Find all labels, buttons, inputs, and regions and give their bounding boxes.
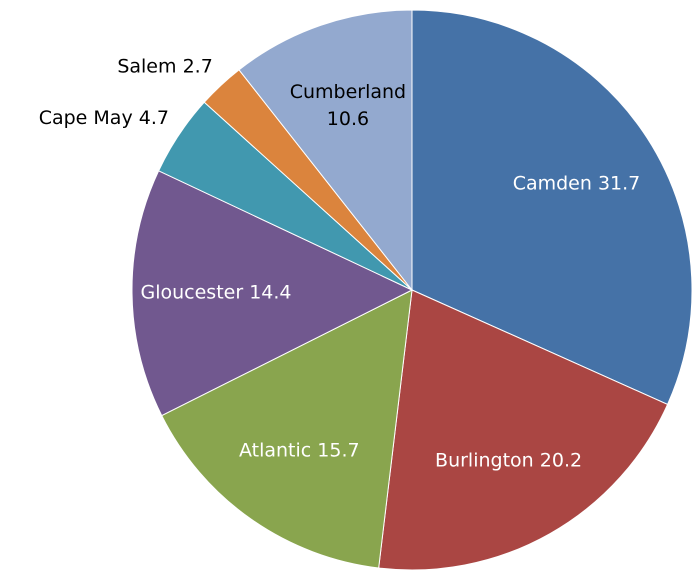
category-name: Cape May [39, 107, 133, 129]
data-label: Cape May 4.7 [39, 107, 169, 129]
data-label: Gloucester 14.4 [141, 281, 292, 303]
data-label: Salem 2.7 [117, 55, 212, 77]
value-label: 4.7 [139, 107, 169, 129]
category-name: Atlantic [239, 439, 311, 461]
pie-slice [411, 9, 693, 406]
value-label: 31.7 [598, 172, 640, 194]
value-label: 20.2 [540, 449, 582, 471]
data-label: Camden 31.7 [513, 172, 641, 194]
category-name: Burlington [435, 449, 534, 471]
value-label: 2.7 [183, 55, 213, 77]
category-name: Camden [513, 172, 592, 194]
pie-slice [131, 170, 414, 417]
pie-slice [238, 9, 413, 292]
data-label: Burlington 20.2 [435, 449, 582, 471]
category-name: Gloucester [141, 281, 244, 303]
data-label: Atlantic 15.7 [239, 439, 360, 461]
pie-slice [161, 289, 413, 569]
category-name: Salem [117, 55, 176, 77]
data-label: Cumberland 10.6 [290, 80, 406, 129]
value-label: 14.4 [249, 281, 291, 303]
value-label: 15.7 [317, 439, 359, 461]
category-name: Cumberland [290, 80, 406, 102]
value-label: 10.6 [327, 107, 369, 129]
